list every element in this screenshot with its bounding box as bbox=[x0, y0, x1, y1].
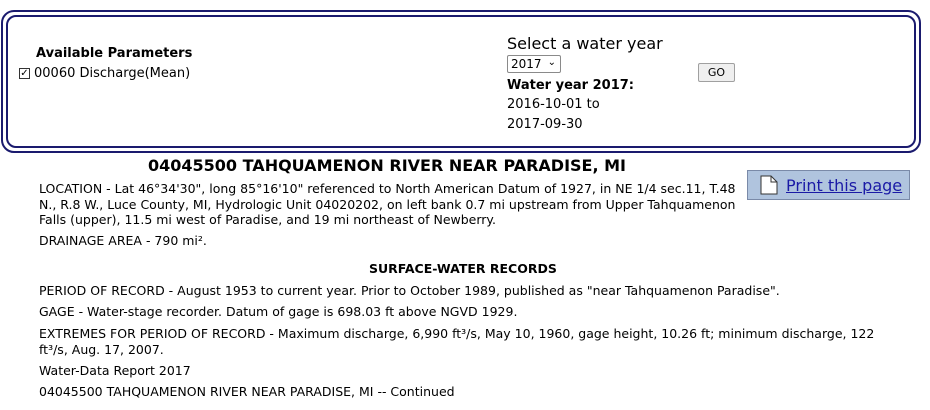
water-year-label: Select a water year bbox=[507, 34, 663, 53]
available-parameters-heading: Available Parameters bbox=[36, 46, 193, 61]
water-year-selected-value: 2017 bbox=[511, 57, 542, 71]
print-page-button[interactable]: Print this page bbox=[747, 170, 910, 200]
go-button[interactable]: GO bbox=[698, 63, 735, 82]
water-data-report: Water-Data Report 2017 bbox=[39, 363, 191, 378]
print-page-link[interactable]: Print this page bbox=[786, 175, 903, 195]
chevron-down-icon: ⌄ bbox=[547, 57, 556, 68]
location-line-2: N., R.8 W., Luce County, MI, Hydrologic … bbox=[39, 197, 736, 212]
station-continued: 04045500 TAHQUAMENON RIVER NEAR PARADISE… bbox=[39, 384, 455, 399]
water-year-heading: Water year 2017: bbox=[507, 78, 634, 93]
parameter-panel-inner-border bbox=[6, 15, 916, 148]
extremes-line-2: ft³/s, Aug. 17, 2007. bbox=[39, 342, 164, 357]
location-line-3: Falls (upper), 11.5 mi west of Paradise,… bbox=[39, 212, 497, 227]
location-line-1: LOCATION - Lat 46°34'30", long 85°16'10"… bbox=[39, 181, 736, 196]
parameter-label: 00060 Discharge(Mean) bbox=[34, 66, 191, 81]
drainage-area: DRAINAGE AREA - 790 mi². bbox=[39, 233, 207, 248]
station-title: 04045500 TAHQUAMENON RIVER NEAR PARADISE… bbox=[148, 156, 626, 175]
parameter-checkbox[interactable]: ✓ bbox=[19, 67, 30, 79]
parameter-selection-panel bbox=[1, 10, 921, 153]
water-year-select[interactable]: 2017 ⌄ bbox=[507, 55, 561, 73]
parameter-item-discharge[interactable]: ✓ 00060 Discharge(Mean) bbox=[19, 66, 190, 81]
page-icon bbox=[760, 175, 778, 195]
gage-info: GAGE - Water-stage recorder. Datum of ga… bbox=[39, 304, 518, 319]
water-year-end-date: 2017-09-30 bbox=[507, 117, 583, 132]
surface-water-records-heading: SURFACE-WATER RECORDS bbox=[369, 261, 557, 276]
water-year-start-date: 2016-10-01 to bbox=[507, 97, 600, 112]
period-of-record: PERIOD OF RECORD - August 1953 to curren… bbox=[39, 283, 780, 298]
extremes-line-1: EXTREMES FOR PERIOD OF RECORD - Maximum … bbox=[39, 326, 875, 341]
